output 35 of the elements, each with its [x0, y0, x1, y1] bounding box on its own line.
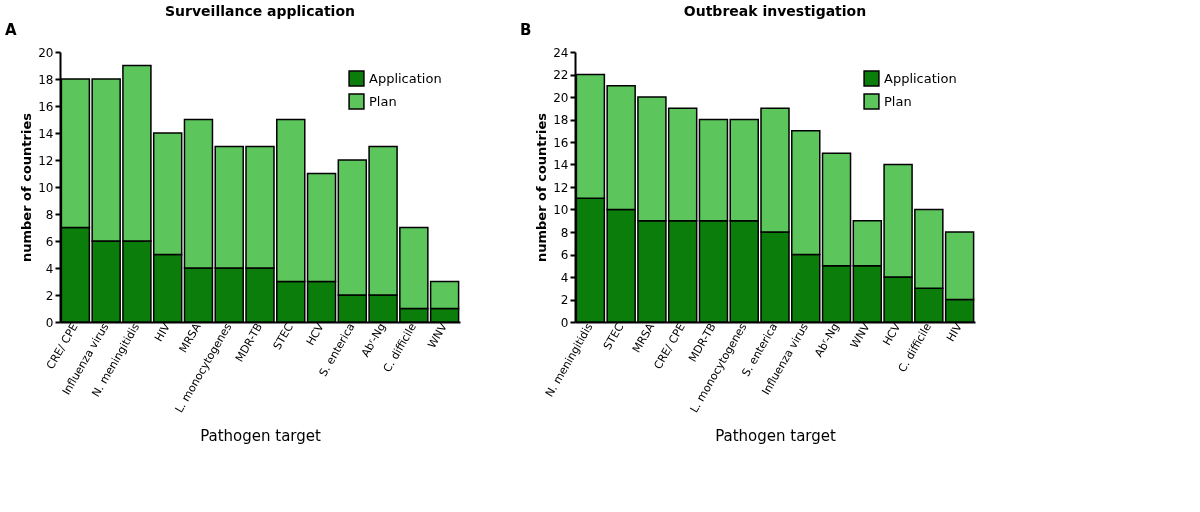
- y-tick-label: 14: [553, 158, 569, 172]
- y-tick-label: 2: [560, 293, 569, 307]
- y-axis-title: number of countries: [534, 112, 550, 263]
- y-tick-label: 16: [553, 135, 569, 150]
- y-tick-label: 16: [38, 99, 54, 114]
- y-tick-label: 18: [553, 113, 569, 127]
- legend-label: Plan: [369, 93, 397, 109]
- x-axis-title: Pathogen target: [200, 426, 321, 445]
- y-tick-label: 24: [553, 45, 569, 60]
- legend-label: Application: [884, 70, 957, 86]
- x-axis-title: Pathogen target: [715, 426, 836, 445]
- y-tick-label: 22: [553, 68, 569, 82]
- y-tick-label: 6: [560, 248, 569, 262]
- y-tick-label: 12: [38, 153, 54, 168]
- y-tick-label: 14: [38, 126, 54, 141]
- y-tick-label: 4: [45, 261, 54, 276]
- y-tick-label: 4: [560, 270, 569, 285]
- y-tick-label: 10: [38, 180, 54, 195]
- y-tick-label: 8: [560, 225, 569, 240]
- y-tick-label: 10: [553, 203, 569, 217]
- y-tick-label: 8: [45, 207, 54, 222]
- y-tick-label: 0: [45, 315, 54, 330]
- text: B: [520, 21, 532, 39]
- chart-title: Surveillance application: [165, 3, 355, 19]
- chart-title: Outbreak investigation: [683, 3, 867, 19]
- y-tick-label: 6: [45, 234, 54, 249]
- y-tick-label: 2: [45, 288, 54, 303]
- y-tick-label: 20: [38, 45, 54, 60]
- y-tick-label: 18: [38, 72, 54, 87]
- legend-label: Application: [369, 70, 442, 86]
- y-tick-label: 12: [553, 180, 569, 195]
- y-tick-label: 20: [553, 90, 569, 105]
- text: A: [5, 21, 17, 39]
- y-axis-title: number of countries: [19, 112, 35, 263]
- legend-label: Plan: [884, 93, 912, 109]
